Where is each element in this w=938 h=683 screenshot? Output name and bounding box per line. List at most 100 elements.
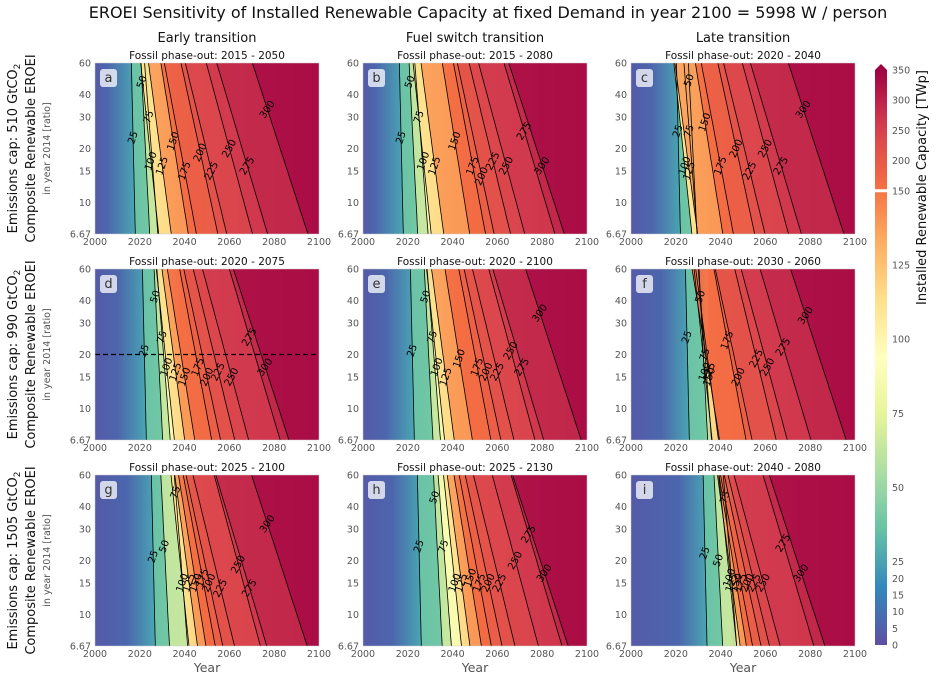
- y-tick-label: 15: [347, 166, 359, 177]
- contour-line-150: [160, 63, 189, 234]
- contour-band: [251, 475, 319, 646]
- colorbar-tick-label: 250: [892, 126, 910, 137]
- contour-line-275: [503, 63, 556, 234]
- y-tick-label: 20: [615, 144, 627, 155]
- contour-line-125: [174, 475, 198, 646]
- contour-line-175: [700, 63, 734, 234]
- y-tick-label: 30: [615, 318, 627, 329]
- contour-line-100: [155, 269, 175, 440]
- y-tick-label: 30: [615, 524, 627, 535]
- contour-band: [233, 269, 319, 440]
- colorbar-extend-arrow: [875, 64, 887, 70]
- colorbar-tick-label: 5: [892, 624, 898, 635]
- contour-line-200: [456, 63, 495, 234]
- contour-line-50: [153, 269, 164, 440]
- contour-band: [492, 269, 582, 440]
- panel-subtitle: Fossil phase-out: 2020 - 2100: [397, 256, 553, 268]
- contour-band: [473, 475, 539, 646]
- contour-line-275: [759, 269, 812, 440]
- x-axis-label: Year: [193, 660, 221, 675]
- contour-band: [445, 269, 491, 440]
- contour-line-75: [414, 63, 429, 234]
- y-tick-label: 6.67: [606, 642, 627, 653]
- x-tick-label: 2040: [173, 649, 197, 660]
- y-tick-label: 10: [615, 610, 627, 621]
- x-tick-label: 2000: [83, 649, 107, 660]
- contour-line-250: [478, 63, 526, 234]
- x-tick-label: 2080: [262, 443, 286, 454]
- y-tick-label: 60: [347, 59, 359, 70]
- y-tick-label: 10: [79, 198, 91, 209]
- contour-line-150: [718, 475, 747, 646]
- y-tick-label: 40: [347, 90, 359, 101]
- contour-label: 75: [169, 485, 184, 501]
- y-tick-label: 30: [79, 112, 91, 123]
- contour-band: [252, 63, 319, 234]
- panel-letter: b: [372, 71, 380, 86]
- contour-band: [447, 475, 482, 646]
- panel-letter: a: [105, 71, 113, 86]
- colorbar-tick-label: 15: [892, 590, 904, 601]
- x-tick-label: 2100: [843, 443, 867, 454]
- x-tick-label: 2060: [753, 443, 777, 454]
- y-tick-label: 30: [79, 318, 91, 329]
- panel-letter-badge: [636, 69, 653, 87]
- colorbar-tick-label: 125: [892, 260, 910, 271]
- y-tick-label: 40: [79, 90, 91, 101]
- contour-band: [763, 475, 825, 646]
- contour-line-75: [173, 475, 188, 646]
- contour-line-300: [790, 269, 847, 440]
- contour-line-150: [695, 63, 724, 234]
- y-tick-label: 6.67: [70, 642, 91, 653]
- contour-band: [206, 63, 268, 234]
- contour-line-275: [762, 475, 815, 646]
- contour-line-250: [740, 269, 788, 440]
- contour-line-300: [787, 63, 845, 234]
- contour-band: [181, 63, 227, 234]
- colorbar-gradient: [875, 70, 887, 645]
- panel-subtitle: Fossil phase-out: 2025 - 2100: [129, 462, 285, 474]
- contour-band: [790, 269, 855, 440]
- contour-label: 50: [419, 289, 434, 305]
- contour-line-300: [251, 475, 308, 646]
- contour-band: [723, 63, 789, 234]
- contour-line-100: [140, 63, 160, 234]
- contour-line-100: [170, 475, 190, 646]
- x-tick-label: 2080: [798, 649, 822, 660]
- contour-band: [469, 63, 525, 234]
- contour-label: 50: [403, 74, 418, 90]
- contour-line-125: [148, 63, 172, 234]
- panel-h: 255075100125150175200225250275300hFossil…: [338, 462, 599, 675]
- panel-d: 255075100125150175200225250275300dFossil…: [70, 256, 331, 454]
- panel-letter-badge: [636, 275, 653, 293]
- x-tick-label: 2060: [217, 443, 241, 454]
- contour-line-200: [180, 63, 219, 234]
- contour-line-225: [723, 63, 766, 234]
- x-tick-label: 2000: [83, 237, 107, 248]
- y-axis-label: Composite Renewable EROEI: [24, 260, 39, 448]
- contour-line-300: [508, 63, 565, 234]
- panel-letter: e: [373, 277, 381, 292]
- contour-label: 50: [135, 74, 150, 90]
- contour-band: [492, 475, 562, 646]
- contour-line-25: [685, 269, 690, 440]
- contour-line-100: [718, 475, 738, 646]
- panel-letter-badge: [100, 275, 117, 293]
- contour-label: 25: [394, 130, 409, 146]
- x-tick-label: 2000: [351, 237, 375, 248]
- contour-line-275: [216, 63, 268, 234]
- contour-line-250: [741, 63, 789, 234]
- panel-g: 255075100125150175200225250275300gFossil…: [70, 462, 331, 675]
- contour-label: 25: [126, 130, 141, 146]
- y-axis-sublabel: in year 2014 [ratio]: [42, 102, 53, 194]
- contour-line-200: [717, 63, 756, 234]
- y-tick-label: 10: [615, 198, 627, 209]
- y-tick-label: 15: [347, 578, 359, 589]
- panel-letter: f: [642, 277, 647, 292]
- contour-band: [409, 63, 429, 234]
- contour-line-200: [723, 475, 762, 646]
- contour-line-225: [727, 475, 770, 646]
- contour-line-50: [160, 475, 170, 646]
- contour-label: 25: [671, 124, 686, 140]
